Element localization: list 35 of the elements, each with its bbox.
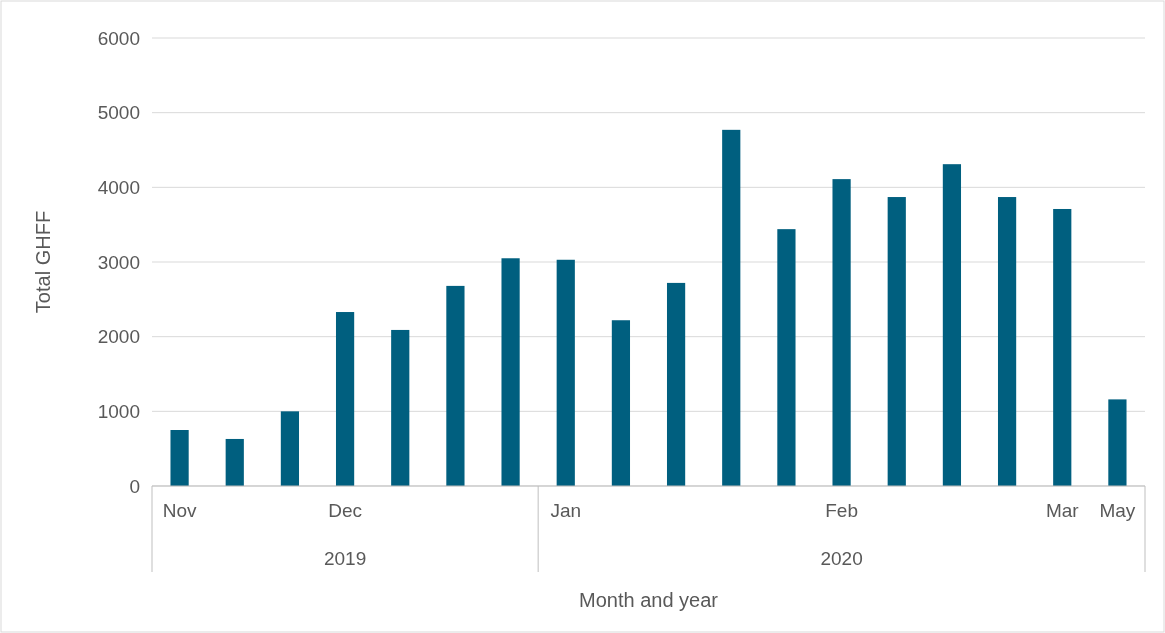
bar: [666, 282, 686, 486]
bar: [1108, 399, 1127, 486]
y-tick-label: 4000: [97, 176, 140, 198]
bar: [887, 197, 906, 486]
bar: [225, 438, 244, 486]
bar: [280, 411, 300, 486]
x-tick-label: May: [1099, 500, 1136, 522]
bar: [335, 312, 355, 486]
y-axis-title: Total GHFF: [32, 210, 54, 314]
bar: [611, 320, 631, 486]
y-tick-label: 0: [129, 475, 140, 497]
y-tick-label: 3000: [97, 251, 140, 273]
x-tick-label: Feb: [825, 500, 858, 522]
bar: [501, 258, 520, 486]
x-tick-label: Mar: [1045, 500, 1080, 522]
bar: [997, 197, 1017, 486]
bar: [942, 164, 962, 486]
text: 2020: [820, 548, 863, 569]
bar: [832, 179, 851, 486]
x-tick-label: Jan: [550, 500, 582, 522]
x-tick-label: Dec: [328, 500, 362, 522]
text: 2019: [323, 548, 367, 569]
bar: [446, 285, 465, 486]
bar: [391, 329, 410, 486]
y-tick-label: 5000: [97, 102, 140, 124]
bar: [1053, 208, 1072, 486]
bar: [777, 229, 796, 486]
x-axis-title: Month and year: [579, 589, 719, 611]
bar: [722, 129, 741, 486]
y-tick-label: 1000: [97, 400, 140, 422]
bar: [556, 259, 575, 486]
y-tick-label: 6000: [97, 27, 140, 49]
y-tick-label: 2000: [97, 326, 140, 348]
x-tick-label: Nov: [162, 500, 197, 522]
bar: [170, 430, 189, 486]
